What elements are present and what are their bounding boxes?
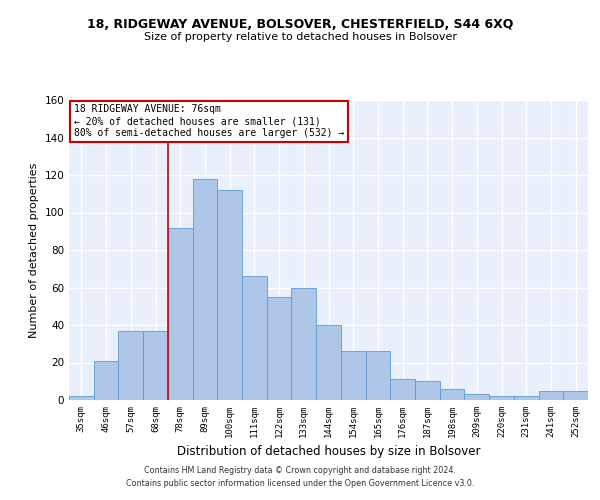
- Bar: [365, 351, 390, 400]
- Bar: [69, 396, 94, 400]
- Bar: [415, 381, 440, 400]
- Bar: [217, 190, 242, 400]
- Bar: [539, 390, 563, 400]
- Bar: [94, 360, 118, 400]
- Bar: [514, 396, 539, 400]
- Bar: [563, 390, 588, 400]
- Text: 18, RIDGEWAY AVENUE, BOLSOVER, CHESTERFIELD, S44 6XQ: 18, RIDGEWAY AVENUE, BOLSOVER, CHESTERFI…: [87, 18, 513, 30]
- Bar: [143, 330, 168, 400]
- Bar: [316, 325, 341, 400]
- X-axis label: Distribution of detached houses by size in Bolsover: Distribution of detached houses by size …: [177, 446, 480, 458]
- Bar: [242, 276, 267, 400]
- Bar: [193, 179, 217, 400]
- Bar: [118, 330, 143, 400]
- Bar: [267, 297, 292, 400]
- Bar: [390, 380, 415, 400]
- Bar: [168, 228, 193, 400]
- Bar: [464, 394, 489, 400]
- Bar: [489, 396, 514, 400]
- Bar: [292, 288, 316, 400]
- Y-axis label: Number of detached properties: Number of detached properties: [29, 162, 39, 338]
- Text: Contains HM Land Registry data © Crown copyright and database right 2024.
Contai: Contains HM Land Registry data © Crown c…: [126, 466, 474, 487]
- Bar: [341, 351, 365, 400]
- Text: 18 RIDGEWAY AVENUE: 76sqm
← 20% of detached houses are smaller (131)
80% of semi: 18 RIDGEWAY AVENUE: 76sqm ← 20% of detac…: [74, 104, 344, 138]
- Text: Size of property relative to detached houses in Bolsover: Size of property relative to detached ho…: [143, 32, 457, 42]
- Bar: [440, 389, 464, 400]
